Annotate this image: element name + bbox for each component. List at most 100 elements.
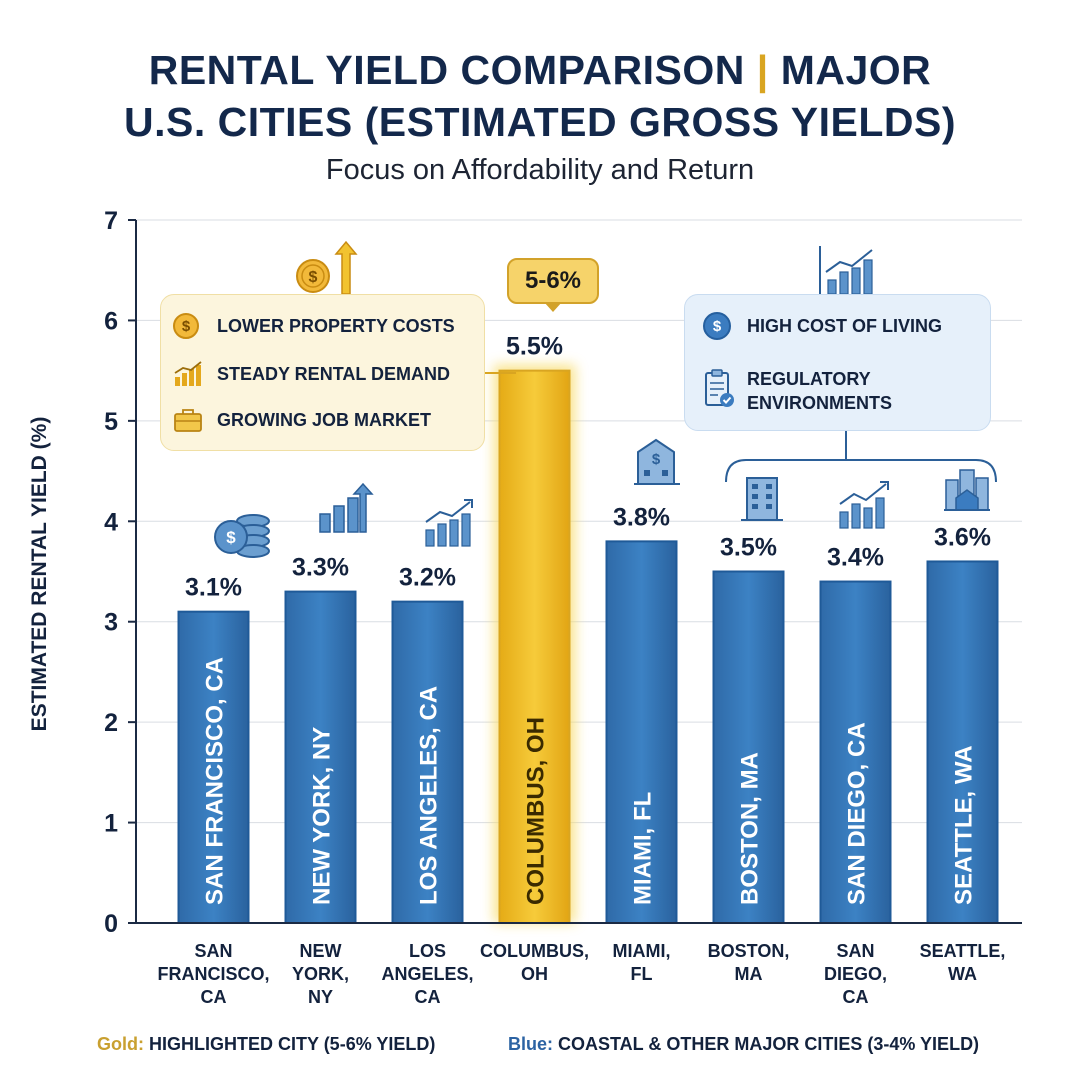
- x-tick-label: CA: [201, 987, 227, 1007]
- reason-label: LOWER PROPERTY COSTS: [217, 315, 455, 336]
- y-tick-label: 4: [104, 508, 118, 536]
- x-tick-label: CA: [415, 987, 441, 1007]
- x-tick-label: LOS: [409, 941, 446, 961]
- bar: [498, 369, 571, 924]
- rising-bars-arrow-icon: [319, 482, 374, 533]
- bar-value-label: 3.5%: [720, 534, 777, 562]
- bar-value-label: 3.8%: [613, 503, 670, 531]
- callout-pointer: [544, 302, 562, 312]
- blue-reasons-box: $ HIGH COST OF LIVING REGULATORY ENVIRON…: [684, 294, 991, 431]
- reason-lower-property-costs: $ LOWER PROPERTY COSTS: [173, 311, 455, 341]
- coin-stack-icon: $: [214, 514, 270, 558]
- rising-bars-icon: [173, 359, 207, 389]
- legend-blue-key: Blue:: [508, 1034, 553, 1054]
- page-title: RENTAL YIELD COMPARISON | MAJOR U.S. CIT…: [0, 44, 1080, 148]
- reason-steady-rental-demand: STEADY RENTAL DEMAND: [173, 359, 450, 389]
- x-tick-label: FRANCISCO,: [158, 964, 270, 984]
- reason-label: STEADY RENTAL DEMAND: [217, 363, 451, 384]
- bar: [712, 570, 785, 924]
- x-tick-label: YORK,: [292, 964, 349, 984]
- y-tick-label: 6: [104, 307, 118, 335]
- bar-value-label: 5.5%: [506, 333, 563, 361]
- bar-category-label: COLUMBUS, OH: [523, 717, 550, 905]
- page-subtitle: Focus on Affordability and Return: [325, 154, 755, 186]
- reason-label: HIGH COST OF LIVING: [747, 315, 943, 336]
- title-line1-a: RENTAL YIELD COMPARISON: [148, 47, 745, 93]
- bar: [177, 610, 250, 925]
- reason-growing-job-market: GROWING JOB MARKET: [173, 405, 431, 435]
- y-axis-label: ESTIMATED RENTAL YIELD (%): [28, 417, 51, 732]
- svg-text:$: $: [652, 451, 661, 468]
- clipboard-check-icon: [703, 367, 737, 411]
- x-tick-label: SEATTLE,: [920, 941, 1006, 961]
- x-tick-label: NEW: [300, 941, 342, 961]
- bars: 3.1% SAN FRANCISCO, CA 3.3% NEW YORK, NY 3.2…: [177, 333, 999, 925]
- bar: [819, 580, 892, 924]
- y-tick-label: 3: [104, 609, 118, 637]
- x-tick-label: NY: [308, 987, 333, 1007]
- bar: [605, 540, 678, 924]
- legend-gold: Gold: HIGHLIGHTED CITY (5-6% YIELD): [97, 1034, 435, 1055]
- coin-arrow-icon: $: [296, 240, 358, 295]
- bar-value-label: 3.3%: [292, 554, 349, 582]
- bar-category-label: SEATTLE, WA: [951, 745, 978, 905]
- x-tick-label: SAN: [194, 941, 232, 961]
- bar-value-label: 3.1%: [185, 574, 242, 602]
- blue-bracket: [725, 431, 997, 483]
- bar-category-label: LOS ANGELES, CA: [416, 686, 443, 905]
- reason-high-cost-of-living: $ HIGH COST OF LIVING: [703, 311, 942, 341]
- x-tick-label: SAN: [836, 941, 874, 961]
- gold-reasons-box: $ LOWER PROPERTY COSTS STEADY RENTAL DEM…: [160, 294, 485, 451]
- skyline-house-icon: [944, 469, 990, 511]
- dollar-coin-icon: $: [173, 311, 207, 341]
- x-tick-label: DIEGO,: [824, 964, 887, 984]
- x-tick-label: OH: [521, 964, 548, 984]
- x-tick-label: MA: [735, 964, 763, 984]
- dollar-coin-icon: $: [703, 311, 737, 341]
- bar-category-label: SAN DIEGO, CA: [844, 722, 871, 905]
- trend-chart-icon: [425, 499, 473, 547]
- legend-gold-text: HIGHLIGHTED CITY (5-6% YIELD): [149, 1034, 436, 1054]
- y-tick-label: 7: [104, 207, 118, 235]
- svg-text:$: $: [309, 269, 318, 286]
- y-tick-labels: 0 1 2 3 4 5 6 7: [104, 207, 136, 938]
- bar-category-label: BOSTON, MA: [737, 752, 764, 905]
- svg-text:$: $: [226, 528, 236, 547]
- x-tick-label: BOSTON,: [708, 941, 790, 961]
- y-tick-label: 1: [104, 810, 118, 838]
- bar-value-label: 3.6%: [934, 523, 991, 551]
- growth-chart-icon: [839, 481, 889, 529]
- reason-regulatory-environments: REGULATORY ENVIRONMENTS: [703, 367, 892, 415]
- bar-category-label: NEW YORK, NY: [309, 727, 336, 905]
- title-line2: U.S. CITIES (ESTIMATED GROSS YIELDS): [123, 99, 956, 145]
- legend-blue: Blue: COASTAL & OTHER MAJOR CITIES (3-4%…: [508, 1034, 979, 1055]
- briefcase-icon: [173, 405, 207, 435]
- legend-gold-key: Gold:: [97, 1034, 144, 1054]
- title-line1-b: MAJOR: [780, 47, 932, 93]
- office-building-icon: [741, 477, 783, 521]
- bar: [284, 590, 357, 924]
- x-tick-label: COLUMBUS,: [480, 941, 589, 961]
- x-tick-label: CA: [843, 987, 869, 1007]
- y-tick-label: 2: [104, 709, 118, 737]
- x-tick-label: MIAMI,: [613, 941, 671, 961]
- bar-category-label: SAN FRANCISCO, CA: [202, 657, 229, 905]
- reason-label-line2: ENVIRONMENTS: [747, 393, 893, 413]
- x-tick-label: ANGELES,: [381, 964, 473, 984]
- market-trend-icon: [819, 246, 876, 297]
- bar-value-label: 3.4%: [827, 544, 884, 572]
- bar-value-label: 3.2%: [399, 564, 456, 592]
- y-tick-label: 0: [104, 910, 118, 938]
- y-tick-label: 5: [104, 408, 118, 436]
- x-tick-label: FL: [631, 964, 653, 984]
- x-tick-label: WA: [948, 964, 977, 984]
- x-tick-labels: SAN FRANCISCO, CA NEW YORK, NY LOS ANGELES, CA CO…: [158, 941, 1006, 1007]
- gold-range-callout: 5-6%: [507, 258, 599, 304]
- reason-label: REGULATORY: [747, 369, 871, 389]
- bar-category-label: MIAMI, FL: [630, 792, 657, 905]
- title-separator: |: [756, 47, 769, 93]
- building-dollar-icon: $: [634, 438, 680, 485]
- legend-blue-text: COASTAL & OTHER MAJOR CITIES (3-4% YIELD…: [558, 1034, 980, 1054]
